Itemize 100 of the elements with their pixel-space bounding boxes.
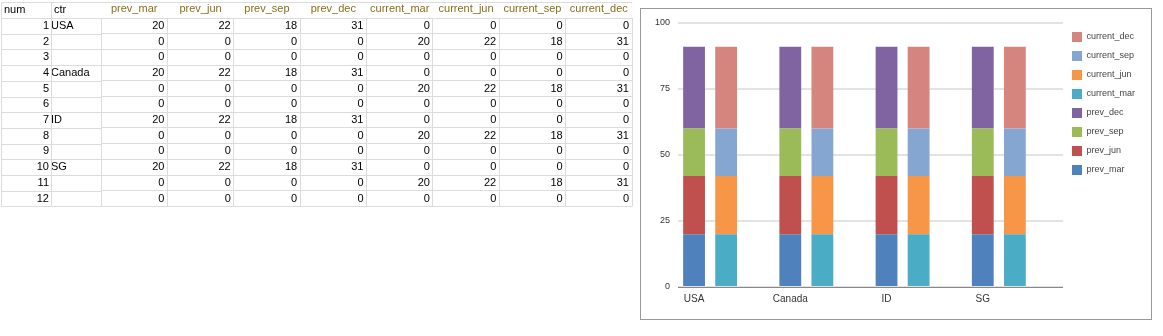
bar xyxy=(683,46,705,129)
data-label: 20 xyxy=(152,18,165,31)
y-axis-title: num xyxy=(4,3,26,16)
y-tick-label: 1 xyxy=(42,18,49,31)
bar xyxy=(971,234,994,286)
data-label: 0 xyxy=(224,81,231,94)
x-tick-label: current_jun xyxy=(438,2,494,15)
x-tick-label: current_mar xyxy=(370,2,430,15)
x-tick-label: prev_sep xyxy=(244,2,290,15)
y-tick-label: 6 xyxy=(42,97,49,110)
bar xyxy=(971,128,994,177)
x-tick-label: prev_mar xyxy=(110,2,158,15)
y-tick-label: 11 xyxy=(37,175,49,188)
legend-label: prev_jun xyxy=(1086,145,1122,156)
data-label: 22 xyxy=(484,175,497,188)
y-tick-label: 4 xyxy=(42,65,49,78)
bar xyxy=(875,234,898,286)
data-label: 0 xyxy=(158,97,165,110)
y-tick-label: 5 xyxy=(42,81,49,94)
y-tick-label: 50 xyxy=(660,149,671,160)
data-label: 0 xyxy=(556,160,563,173)
data-label: 0 xyxy=(622,191,629,204)
data-label: 0 xyxy=(158,175,165,188)
bar xyxy=(779,234,802,286)
y-tick-label: 10 xyxy=(36,160,49,173)
data-label: 20 xyxy=(417,81,430,94)
data-label: 0 xyxy=(291,144,298,157)
data-label: 0 xyxy=(423,97,430,110)
data-label: 0 xyxy=(622,18,629,31)
data-label: 0 xyxy=(622,160,629,173)
data-label: 31 xyxy=(351,113,364,126)
data-label: 18 xyxy=(550,128,563,141)
bar xyxy=(779,176,802,235)
legend-label: current_mar xyxy=(1086,88,1135,99)
data-label: 20 xyxy=(152,65,165,78)
data-label: 0 xyxy=(622,113,629,126)
data-label: 0 xyxy=(490,160,497,173)
bar xyxy=(779,46,802,129)
bar xyxy=(811,128,834,177)
data-label: 0 xyxy=(158,128,165,141)
y2-tick-label: ID xyxy=(51,113,63,126)
data-label: 31 xyxy=(351,65,364,78)
x-tick-label: prev_dec xyxy=(310,2,357,15)
y-tick-label: 2 xyxy=(42,34,49,47)
data-label: 20 xyxy=(417,128,430,141)
x-tick-label: SG xyxy=(975,292,991,304)
bar xyxy=(811,46,834,129)
bar xyxy=(1003,176,1026,235)
bar xyxy=(683,234,705,286)
data-label: 0 xyxy=(224,175,231,188)
data-label: 0 xyxy=(158,191,165,204)
data-label: 0 xyxy=(556,97,563,110)
bar xyxy=(971,176,994,235)
data-label: 0 xyxy=(291,34,298,47)
data-label: 0 xyxy=(490,113,497,126)
y-tick-label: 8 xyxy=(42,128,49,141)
y-tick-label: 7 xyxy=(42,113,49,126)
data-label: 22 xyxy=(218,18,231,31)
y2-tick-label: SG xyxy=(51,160,67,173)
data-label: 0 xyxy=(357,50,364,63)
legend-label: current_jun xyxy=(1086,69,1132,80)
data-label: 0 xyxy=(490,18,497,31)
data-label: 31 xyxy=(616,128,629,141)
data-label: 0 xyxy=(224,34,231,47)
data-label: 0 xyxy=(158,50,165,63)
data-label: 31 xyxy=(351,160,364,173)
data-label: 0 xyxy=(556,50,563,63)
data-label: 0 xyxy=(490,191,497,204)
bar xyxy=(715,234,738,286)
x-tick-label: current_dec xyxy=(569,2,629,15)
data-label: 0 xyxy=(224,144,231,157)
legend-label: prev_dec xyxy=(1086,107,1125,118)
data-label: 0 xyxy=(224,128,231,141)
bar xyxy=(715,128,738,177)
data-label: 0 xyxy=(622,97,629,110)
y-tick-label: 100 xyxy=(654,17,671,28)
data-label: 22 xyxy=(218,160,231,173)
data-label: 0 xyxy=(423,113,430,126)
bar xyxy=(1003,46,1026,129)
x-tick-label: ID xyxy=(881,292,892,304)
data-label: 0 xyxy=(357,34,364,47)
legend-label: current_dec xyxy=(1086,31,1135,42)
data-label: 18 xyxy=(284,113,298,126)
data-label: 18 xyxy=(550,175,563,188)
data-label: 20 xyxy=(417,175,430,188)
data-label: 31 xyxy=(616,81,629,94)
legend-label: prev_sep xyxy=(1086,126,1124,137)
legend-label: current_sep xyxy=(1086,50,1135,61)
bar xyxy=(811,176,834,235)
y-tick-label: 9 xyxy=(42,144,49,157)
data-label: 22 xyxy=(484,128,497,141)
data-label: 0 xyxy=(490,65,497,78)
data-label: 0 xyxy=(423,191,430,204)
data-label: 31 xyxy=(351,18,364,31)
data-label: 0 xyxy=(357,97,364,110)
y-tick-label: 75 xyxy=(660,83,671,94)
data-label: 0 xyxy=(622,65,629,78)
data-label: 0 xyxy=(158,34,165,47)
y2-tick-label: USA xyxy=(51,18,75,31)
bar xyxy=(875,128,898,177)
